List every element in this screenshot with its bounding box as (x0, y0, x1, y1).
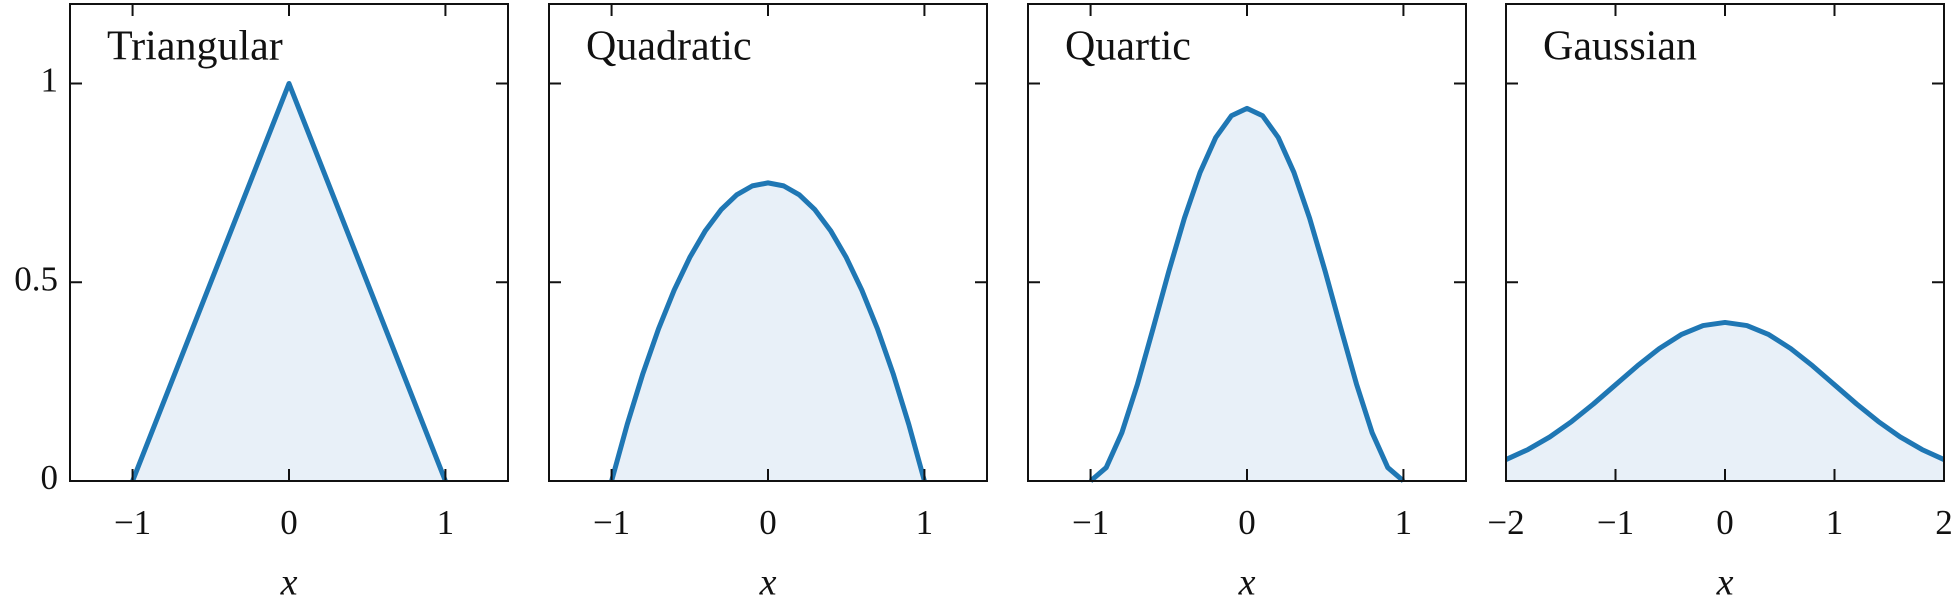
x-tick-label: −1 (114, 503, 151, 542)
x-tick-label: −1 (593, 503, 630, 542)
area-fill (1090, 108, 1404, 481)
panel-title: Gaussian (1543, 24, 1697, 70)
x-tick-label: −1 (1072, 503, 1109, 542)
x-axis-label: x (1716, 562, 1734, 604)
curve (1088, 105, 1406, 483)
area-fill (1506, 322, 1944, 481)
x-tick-label: 1 (1395, 503, 1413, 542)
x-tick-label: 1 (1826, 503, 1844, 542)
x-tick-label: 0 (280, 503, 298, 542)
panel-title: Quadratic (586, 24, 752, 70)
x-tick-label: 0 (1238, 503, 1256, 542)
x-tick-label: 1 (437, 503, 455, 542)
x-axis-label: x (280, 562, 298, 604)
panel-title: Quartic (1065, 24, 1191, 70)
x-tick-label: 1 (916, 503, 934, 542)
y-tick-label: 1 (41, 61, 59, 100)
area-fill (132, 83, 446, 481)
x-tick-label: 0 (759, 503, 777, 542)
x-tick-label: 0 (1716, 503, 1734, 542)
curve (609, 180, 927, 482)
curve (1504, 319, 1946, 462)
area-fill (611, 182, 925, 481)
curve (130, 81, 448, 482)
x-tick-label: −1 (1597, 503, 1634, 542)
x-axis-label: x (1238, 562, 1256, 604)
y-tick-label: 0 (41, 458, 59, 497)
x-axis-label: x (759, 562, 777, 604)
panel-title: Triangular (107, 24, 283, 70)
y-tick-label: 0.5 (14, 259, 58, 298)
x-tick-label: −2 (1487, 503, 1524, 542)
x-tick-label: 2 (1935, 503, 1953, 542)
